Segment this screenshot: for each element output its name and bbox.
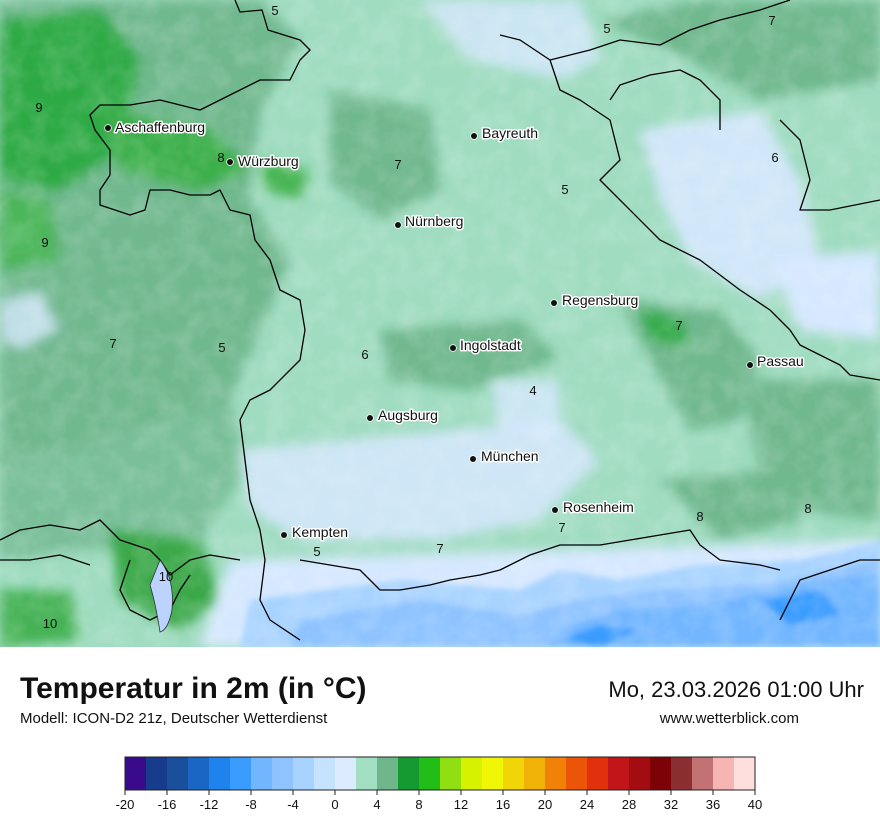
svg-text:Nürnberg: Nürnberg xyxy=(405,213,463,229)
website-link[interactable]: www.wetterblick.com xyxy=(659,710,799,727)
value-label: 10 xyxy=(159,569,173,584)
legend-swatch xyxy=(566,757,588,790)
legend-swatch xyxy=(734,757,756,790)
legend-swatch xyxy=(251,757,273,790)
svg-text:Aschaffenburg: Aschaffenburg xyxy=(115,119,205,135)
value-label: 7 xyxy=(558,520,565,535)
svg-text:Rosenheim: Rosenheim xyxy=(563,499,634,515)
value-label: 5 xyxy=(603,21,610,36)
legend-swatch xyxy=(377,757,399,790)
value-label: 9 xyxy=(35,100,42,115)
city-aschaffenburg: Aschaffenburg xyxy=(104,118,207,137)
legend-swatch xyxy=(167,757,189,790)
svg-text:Augsburg: Augsburg xyxy=(378,407,438,423)
legend-swatch xyxy=(524,757,546,790)
legend-tick-label: 32 xyxy=(664,797,678,812)
legend-tick-label: -8 xyxy=(245,797,257,812)
color-legend: -20 -16 -12 -8 -4 0 4 8 12 16 20 24 28 32 36 40 xyxy=(116,756,762,812)
legend-tick-label: 36 xyxy=(706,797,720,812)
city-wuerzburg: Würzburg xyxy=(226,152,300,171)
city-ingolstadt: Ingolstadt xyxy=(449,336,522,355)
legend-swatch xyxy=(335,757,357,790)
value-label: 5 xyxy=(561,182,568,197)
value-label: 7 xyxy=(109,336,116,351)
map-title: Temperatur in 2m (in °C) xyxy=(20,672,367,705)
legend-tick-label: 4 xyxy=(373,797,380,812)
legend-swatch xyxy=(671,757,693,790)
legend-swatch xyxy=(608,757,630,790)
value-label: 5 xyxy=(271,3,278,18)
value-label: 5 xyxy=(313,544,320,559)
value-label: 6 xyxy=(361,347,368,362)
legend-tick-label: 28 xyxy=(622,797,636,812)
value-label: 9 xyxy=(41,235,48,250)
svg-text:Kempten: Kempten xyxy=(292,524,348,540)
legend-tick-label: 20 xyxy=(538,797,552,812)
legend-swatch xyxy=(419,757,441,790)
value-label: 8 xyxy=(804,501,811,516)
borders xyxy=(0,0,880,641)
legend-swatch xyxy=(629,757,651,790)
legend-swatch xyxy=(188,757,210,790)
value-label: 7 xyxy=(436,541,443,556)
svg-text:Passau: Passau xyxy=(757,353,804,369)
legend-swatch xyxy=(650,757,672,790)
legend-swatch xyxy=(272,757,294,790)
city-bayreuth: Bayreuth xyxy=(470,124,540,143)
legend-swatch xyxy=(545,757,567,790)
value-label: 7 xyxy=(768,13,775,28)
value-label: 7 xyxy=(394,157,401,172)
city-regensburg: Regensburg xyxy=(550,291,640,310)
value-label: 6 xyxy=(771,150,778,165)
legend-swatch xyxy=(293,757,315,790)
lake-constance xyxy=(149,559,173,633)
legend-tick-label: 40 xyxy=(748,797,762,812)
legend-swatch xyxy=(692,757,714,790)
legend-swatch xyxy=(461,757,483,790)
temperature-map: 5 5 7 9 8 7 6 5 9 7 5 6 7 4 7 8 8 7 5 7 … xyxy=(0,0,880,647)
svg-text:Bayreuth: Bayreuth xyxy=(482,125,538,141)
city-kempten: Kempten xyxy=(280,523,350,542)
model-info: Modell: ICON-D2 21z, Deutscher Wetterdie… xyxy=(20,710,328,727)
value-label: 4 xyxy=(529,383,536,398)
forecast-datetime: Mo, 23.03.2026 01:00 Uhr xyxy=(608,677,864,702)
legend-swatch xyxy=(503,757,525,790)
legend-swatch xyxy=(125,757,147,790)
legend-swatch xyxy=(713,757,735,790)
legend-tick-label: -16 xyxy=(158,797,177,812)
legend-tick-label: 16 xyxy=(496,797,510,812)
legend-swatch xyxy=(482,757,504,790)
svg-text:München: München xyxy=(481,448,539,464)
svg-text:Ingolstadt: Ingolstadt xyxy=(460,337,521,353)
city-nuernberg: Nürnberg xyxy=(394,212,465,231)
city-rosenheim: Rosenheim xyxy=(551,498,635,517)
legend-tick-label: 0 xyxy=(331,797,338,812)
legend-tick-label: 8 xyxy=(415,797,422,812)
city-passau: Passau xyxy=(746,352,805,371)
legend-swatch xyxy=(587,757,609,790)
svg-text:Regensburg: Regensburg xyxy=(562,292,638,308)
legend-tick-label: -4 xyxy=(287,797,299,812)
legend-swatch xyxy=(146,757,168,790)
legend-tick-label: 12 xyxy=(454,797,468,812)
value-label: 8 xyxy=(217,150,224,165)
legend-swatch xyxy=(230,757,252,790)
svg-text:Würzburg: Würzburg xyxy=(238,153,299,169)
legend-tick-label: 24 xyxy=(580,797,594,812)
legend-swatch xyxy=(209,757,231,790)
legend-tick-label: -12 xyxy=(200,797,219,812)
legend-swatch xyxy=(398,757,420,790)
value-label: 5 xyxy=(218,340,225,355)
legend-swatch xyxy=(314,757,336,790)
value-label: 8 xyxy=(696,509,703,524)
city-augsburg: Augsburg xyxy=(366,406,439,425)
legend-tick-label: -20 xyxy=(116,797,135,812)
value-label: 10 xyxy=(43,616,57,631)
value-label: 7 xyxy=(675,318,682,333)
legend-swatch xyxy=(356,757,378,790)
legend-swatch xyxy=(440,757,462,790)
city-muenchen: München xyxy=(469,447,540,466)
